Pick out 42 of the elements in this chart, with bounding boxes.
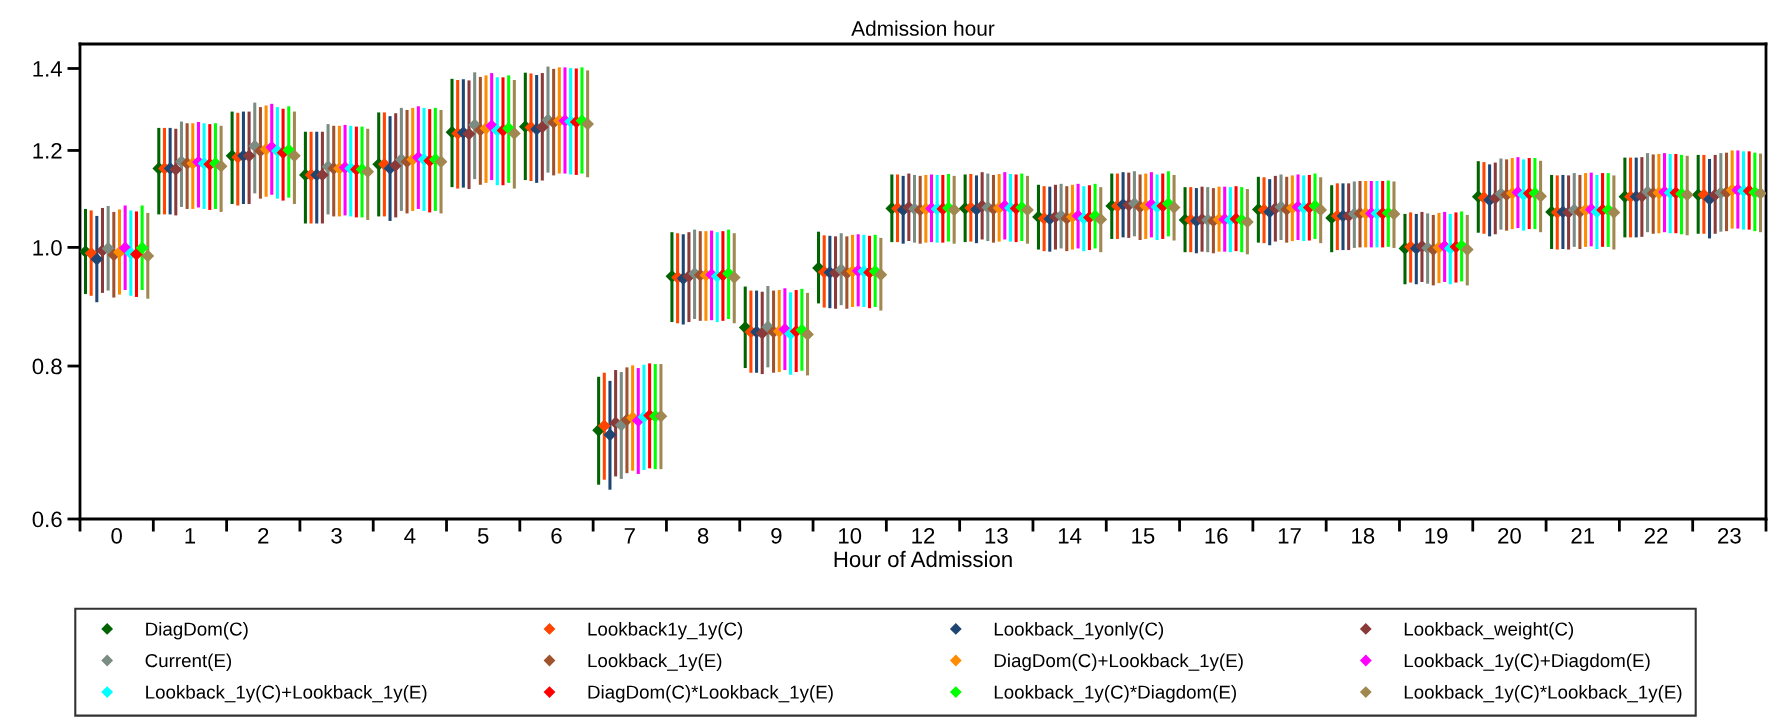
x-tick-label: 10 bbox=[839, 527, 862, 544]
x-tick-label: 16 bbox=[1205, 527, 1228, 544]
x-tick-label: 14 bbox=[1058, 528, 1082, 544]
legend-label: DiagDom(C)*Lookback_1y(E) bbox=[588, 685, 833, 703]
x-tick-label: 5 bbox=[477, 528, 489, 544]
legend-label: Lookback_1yonly(C) bbox=[994, 621, 1164, 640]
x-tick-label: 19 bbox=[1425, 527, 1448, 544]
x-tick-label: 4 bbox=[404, 528, 416, 544]
legend-label: DiagDom(C) bbox=[146, 621, 248, 640]
x-tick-label: 3 bbox=[331, 527, 342, 544]
legend-label: Lookback_1y(C)*Diagdom(E) bbox=[994, 685, 1236, 703]
x-tick-label: 1 bbox=[185, 528, 196, 544]
x-tick-label: 21 bbox=[1571, 527, 1595, 544]
x-tick-label: 7 bbox=[624, 528, 635, 544]
x-axis-title: Hour of Admission bbox=[834, 550, 1012, 568]
x-tick-label: 9 bbox=[771, 527, 782, 544]
x-tick-label: 0 bbox=[111, 527, 122, 544]
y-tick-label: 1.0 bbox=[33, 239, 62, 256]
x-tick-label: 12 bbox=[912, 527, 935, 544]
legend-label: Lookback_1y(C)+Lookback_1y(E) bbox=[146, 685, 427, 703]
legend-label: Lookback_weight(C) bbox=[1404, 621, 1574, 640]
x-tick-label: 2 bbox=[258, 527, 269, 544]
legend-label: DiagDom(C)+Lookback_1y(E) bbox=[994, 653, 1243, 671]
x-tick-label: 15 bbox=[1132, 528, 1155, 544]
legend-label: Lookback_1y(C)*Lookback_1y(E) bbox=[1404, 685, 1682, 703]
y-tick-label: 0.6 bbox=[32, 511, 62, 528]
y-tick-label: 0.8 bbox=[32, 358, 62, 375]
y-tick-label: 1.4 bbox=[33, 61, 62, 77]
y-tick-label: 1.2 bbox=[33, 142, 62, 159]
x-tick-label: 8 bbox=[697, 527, 709, 544]
legend-label: Current(E) bbox=[145, 653, 232, 671]
chart-title: Admission hour bbox=[851, 20, 995, 36]
x-tick-label: 20 bbox=[1498, 527, 1521, 544]
x-tick-label: 23 bbox=[1718, 527, 1741, 544]
legend-label: Lookback1y_1y(C) bbox=[588, 621, 743, 640]
x-tick-label: 6 bbox=[551, 527, 562, 544]
x-tick-label: 18 bbox=[1352, 527, 1375, 544]
legend-label: Lookback_1y(C)+Diagdom(E) bbox=[1404, 653, 1650, 671]
legend-label: Lookback_1y(E) bbox=[588, 653, 722, 671]
x-tick-label: 22 bbox=[1644, 527, 1668, 544]
x-tick-label: 13 bbox=[985, 527, 1008, 544]
x-tick-label: 17 bbox=[1278, 528, 1301, 544]
